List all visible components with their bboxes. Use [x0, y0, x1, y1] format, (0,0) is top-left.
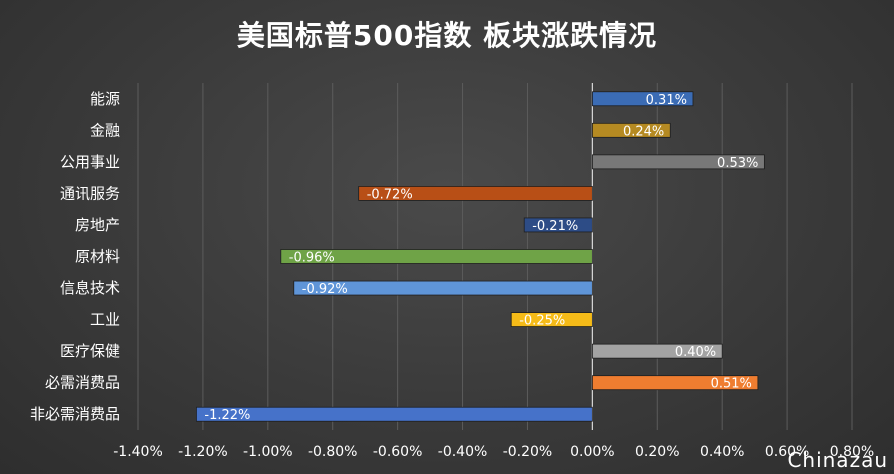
bar [591, 375, 759, 391]
chart-title: 美国标普500指数 板块涨跌情况 [236, 19, 658, 52]
bar [280, 249, 593, 264]
category-label: 房地产 [75, 216, 120, 234]
x-tick-labels: -1.40% -1.20% -1.00% -0.80% -0.60% -0.40% -0.2… [113, 444, 874, 460]
x-tick-label: 0.40% [700, 444, 744, 460]
data-label: 0.53% [717, 156, 758, 171]
bar [591, 343, 723, 359]
x-tick-label: -0.60% [373, 444, 423, 460]
category-label: 工业 [90, 311, 120, 329]
category-label: 能源 [90, 90, 120, 108]
data-labels: 0.31% 0.24% 0.53% -0.72% -0.21% -0.96% -0.92% -… [204, 93, 758, 423]
bar [358, 186, 593, 201]
category-label: 原材料 [75, 248, 120, 266]
bar [510, 312, 593, 327]
category-label: 非必需消费品 [30, 405, 120, 423]
data-label: -0.96% [289, 251, 335, 266]
category-label: 通讯服务 [60, 184, 120, 202]
x-tick-label: 0.80% [830, 444, 874, 460]
x-tick-label: -1.40% [113, 444, 163, 460]
category-label: 信息技术 [60, 279, 120, 297]
data-label: -0.72% [367, 187, 413, 202]
x-tick-label: 0.60% [765, 444, 809, 460]
x-tick-label: -1.20% [178, 444, 228, 460]
x-tick-label: -1.00% [243, 444, 293, 460]
category-label: 必需消费品 [45, 374, 120, 392]
bar [196, 406, 593, 422]
bars [196, 91, 765, 422]
category-label: 医疗保健 [60, 342, 120, 360]
x-tick-label: 0.00% [570, 444, 614, 460]
data-label: 0.51% [711, 377, 752, 392]
watermark: Chinazau [787, 448, 888, 472]
x-tick-label: -0.20% [503, 444, 553, 460]
data-label: -0.21% [532, 219, 578, 234]
data-label: -1.22% [204, 408, 250, 423]
data-label: 0.40% [675, 345, 716, 360]
gridlines [137, 83, 853, 430]
bar [591, 154, 765, 170]
data-label: -0.92% [302, 282, 348, 297]
x-tick-label: -0.80% [308, 444, 358, 460]
category-label: 公用事业 [60, 153, 120, 171]
category-label: 金融 [90, 121, 120, 139]
data-label: -0.25% [519, 314, 565, 329]
bar [523, 217, 593, 233]
bar [293, 280, 593, 296]
data-label: 0.31% [646, 93, 687, 108]
x-tick-label: -0.40% [438, 444, 488, 460]
bar [591, 122, 671, 138]
bar [591, 91, 694, 107]
data-label: 0.24% [623, 124, 664, 139]
x-tick-label: 0.20% [635, 444, 679, 460]
